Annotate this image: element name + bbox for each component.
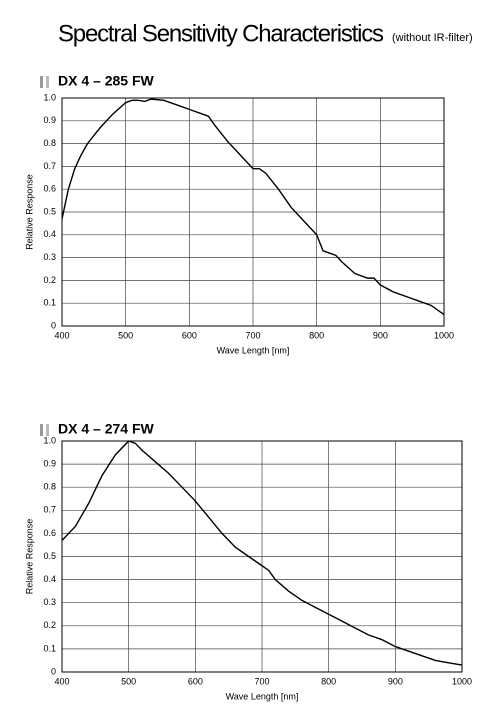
x-tick-label: 400: [54, 676, 69, 686]
x-tick-label: 900: [388, 676, 403, 686]
y-tick-label: 0.6: [43, 184, 56, 194]
y-tick-label: 0.5: [43, 551, 56, 561]
y-tick-label: 0.3: [43, 597, 56, 607]
chart-title: DX 4 – 285 FW: [58, 73, 154, 89]
chart-title: DX 4 – 274 FW: [58, 421, 154, 437]
page-title: Spectral Sensitivity Characteristics: [58, 20, 384, 47]
x-tick-label: 800: [309, 330, 324, 340]
y-tick-label: 0.7: [43, 161, 56, 171]
y-tick-label: 0: [51, 320, 56, 330]
y-tick-label: 0.7: [43, 505, 56, 515]
y-tick-label: 0.6: [43, 528, 56, 538]
y-tick-label: 1.0: [43, 435, 56, 445]
heading-marker: [40, 76, 43, 88]
y-tick-label: 0: [51, 666, 56, 676]
x-tick-label: 800: [321, 676, 336, 686]
y-tick-label: 0.4: [43, 574, 56, 584]
y-tick-label: 0.1: [43, 643, 56, 653]
page-subtitle: (without IR-filter): [392, 32, 473, 44]
x-tick-label: 700: [254, 676, 269, 686]
x-tick-label: 500: [121, 676, 136, 686]
heading-marker: [46, 424, 49, 436]
y-tick-label: 0.2: [43, 620, 56, 630]
line-series: [61, 440, 463, 666]
y-axis-label: Relative Response: [24, 519, 34, 595]
x-tick-label: 1000: [452, 676, 472, 686]
y-tick-label: 0.4: [43, 229, 56, 239]
x-tick-label: 1000: [434, 330, 454, 340]
x-tick-label: 900: [373, 330, 388, 340]
x-tick-label: 600: [188, 676, 203, 686]
x-tick-label: 500: [118, 330, 133, 340]
y-tick-label: 0.8: [43, 138, 56, 148]
plot-frame: [61, 440, 463, 673]
plot-frame: [61, 97, 445, 327]
x-tick-label: 700: [245, 330, 260, 340]
y-tick-label: 0.9: [43, 115, 56, 125]
heading-marker: [46, 76, 49, 88]
y-tick-label: 0.8: [43, 482, 56, 492]
y-tick-label: 0.1: [43, 298, 56, 308]
heading-marker: [40, 424, 43, 436]
y-tick-label: 1.0: [43, 92, 56, 102]
y-tick-label: 0.2: [43, 275, 56, 285]
x-axis-label: Wave Length [nm]: [226, 691, 299, 701]
line-series: [61, 98, 445, 316]
y-tick-label: 0.9: [43, 458, 56, 468]
y-tick-label: 0.3: [43, 252, 56, 262]
x-tick-label: 400: [54, 330, 69, 340]
y-tick-label: 0.5: [43, 206, 56, 216]
y-axis-label: Relative Response: [24, 174, 34, 250]
x-axis-label: Wave Length [nm]: [217, 345, 290, 355]
x-tick-label: 600: [182, 330, 197, 340]
